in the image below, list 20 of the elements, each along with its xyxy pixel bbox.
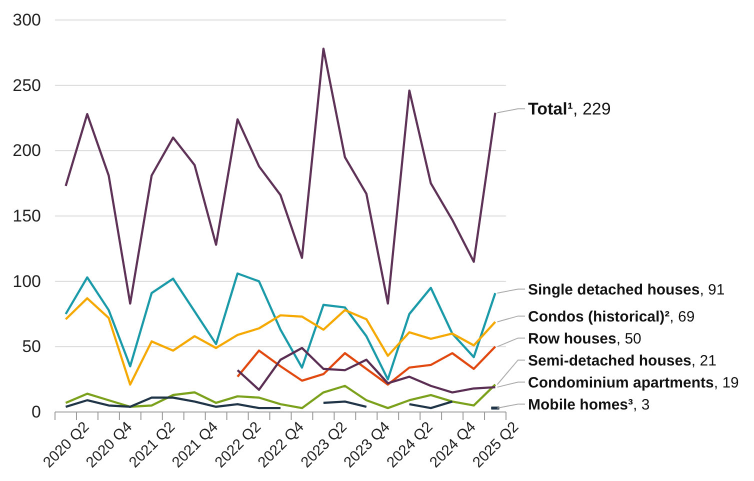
line-series [236, 346, 496, 394]
line-series [64, 272, 496, 380]
y-tick-label: 100 [12, 272, 41, 291]
line-series [64, 383, 496, 410]
annotation: Semi-detached houses, 21 [528, 352, 716, 370]
line-series [64, 297, 496, 386]
y-tick-label: 0 [32, 402, 41, 422]
annotation: Single detached houses, 91 [528, 281, 725, 298]
annotation: Condominium apartments, 19 [528, 374, 739, 392]
y-tick-label: 250 [12, 76, 41, 95]
y-tick-label: 200 [12, 141, 41, 160]
y-tick-label: 300 [12, 10, 41, 30]
annotation: Mobile homes³, 3 [528, 396, 650, 414]
line-series [236, 346, 496, 386]
annotation: Total¹, 229 [528, 100, 611, 119]
annotation: Row houses, 50 [528, 330, 642, 348]
y-tick-label: 150 [12, 206, 41, 226]
y-tick-label: 50 [22, 337, 41, 356]
annotation: Condos (historical)², 69 [528, 308, 695, 326]
line-series [64, 48, 496, 305]
